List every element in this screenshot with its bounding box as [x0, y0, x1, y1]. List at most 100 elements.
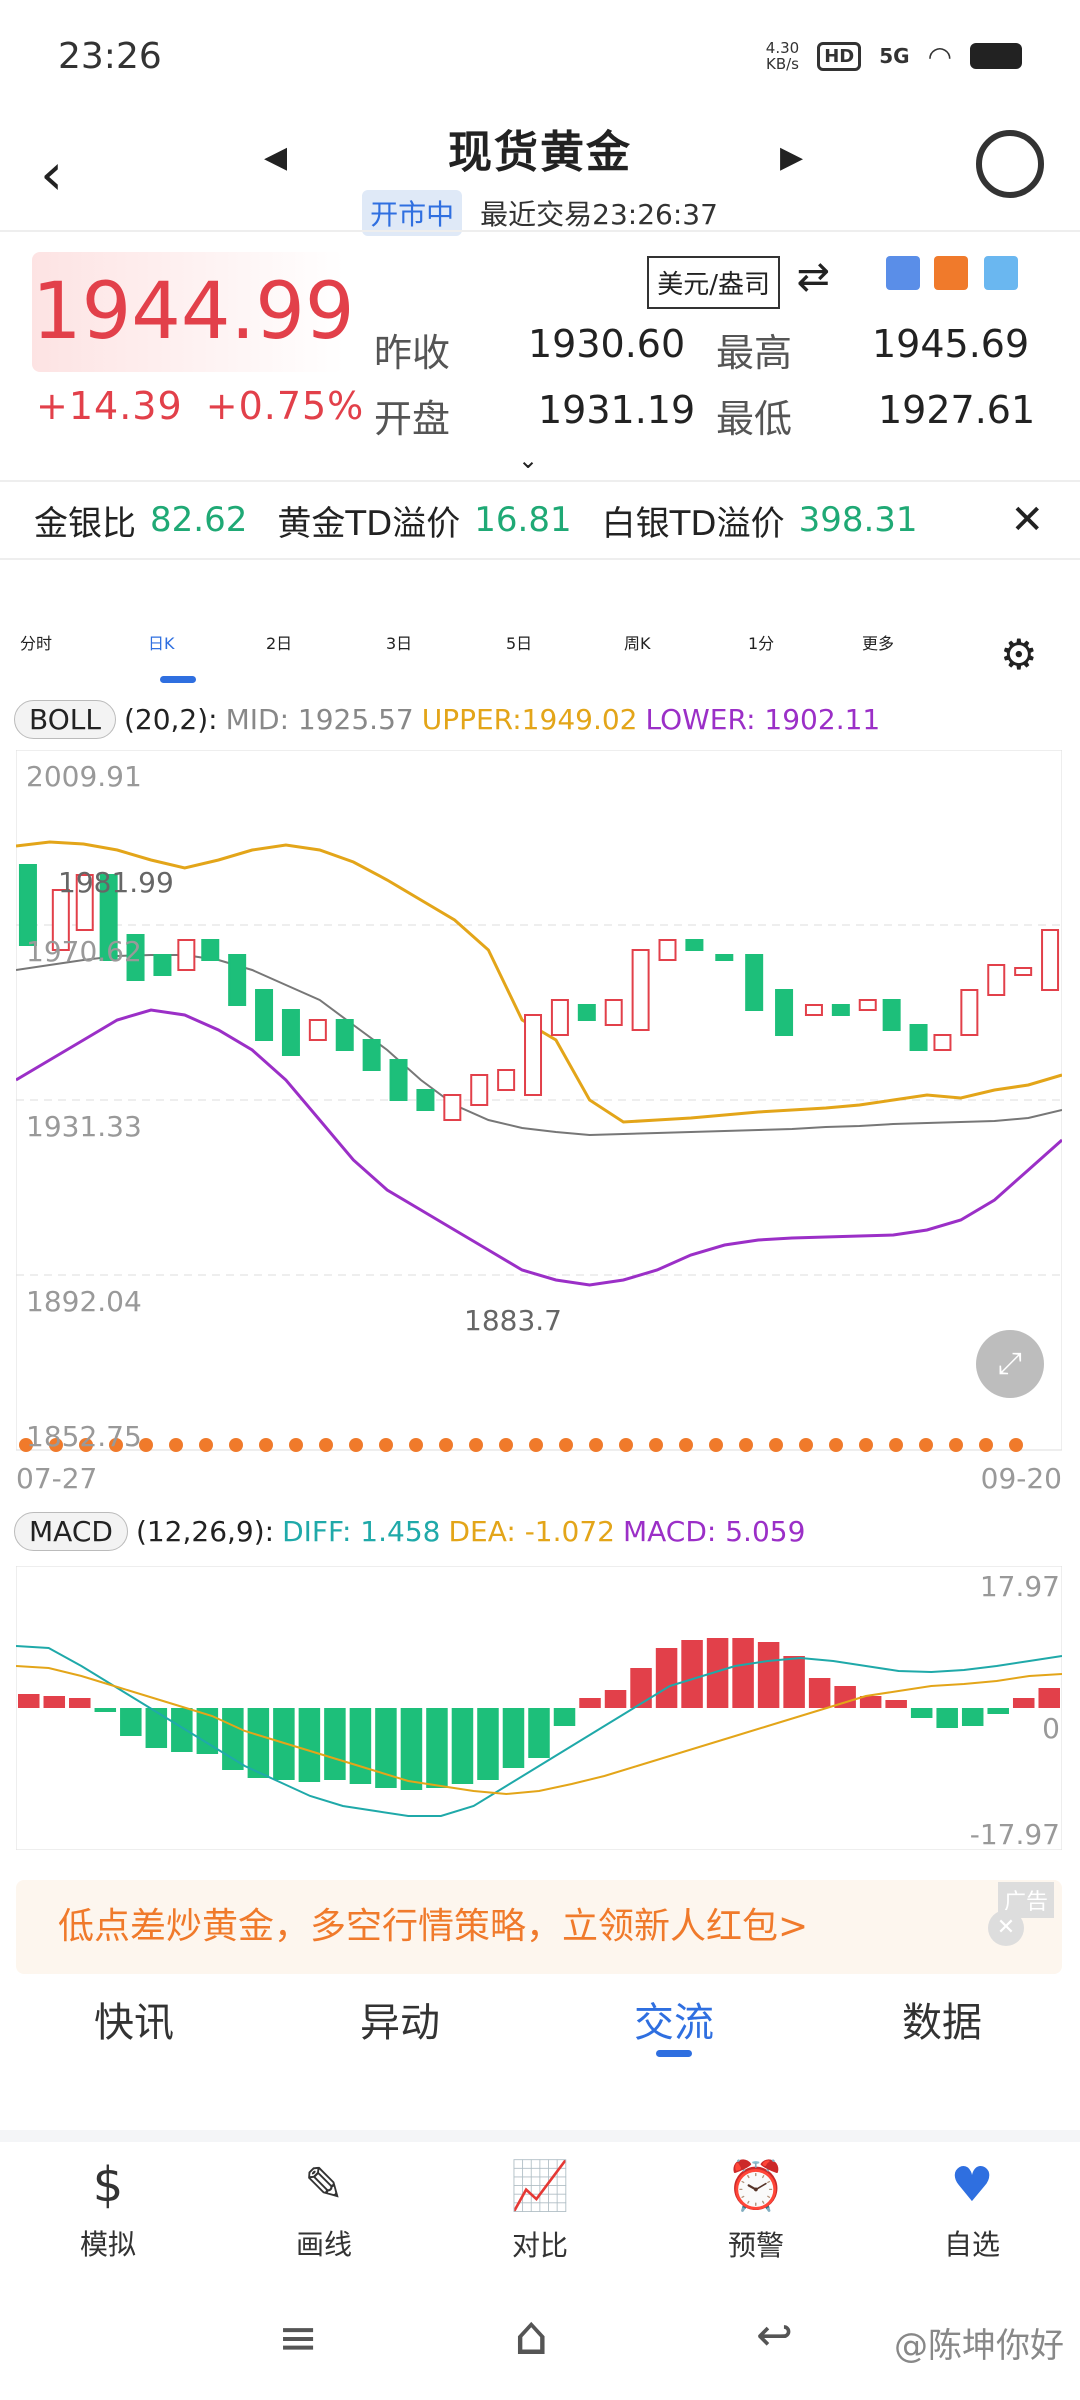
nav-watchlist[interactable]: ♥ 自选	[943, 2157, 1000, 2261]
back-icon[interactable]: ‹	[40, 140, 64, 208]
hd-icon: HD	[817, 41, 862, 71]
prev-close-label: 昨收	[374, 331, 451, 375]
macd-chart[interactable]	[16, 1566, 1062, 1850]
prev-instrument-icon[interactable]: ◀	[264, 140, 288, 175]
tab-1min[interactable]: 1分	[748, 634, 775, 653]
candle	[577, 1004, 596, 1021]
macd-bar	[681, 1640, 703, 1708]
promo-banner[interactable]: 低点差炒黄金，多空行情策略，立领新人红包>	[16, 1880, 1062, 1974]
signal-dot	[619, 1438, 633, 1452]
page-title: 现货黄金	[448, 127, 632, 178]
watermark: @陈坤你好	[894, 2326, 1064, 2366]
macd-selector[interactable]: MACD	[14, 1512, 128, 1551]
tab-daily[interactable]: 日K	[148, 634, 175, 653]
candle	[177, 939, 196, 971]
banner-close-icon[interactable]: ✕	[988, 1910, 1024, 1946]
return-icon[interactable]: ↩	[756, 2310, 793, 2361]
signal-dot	[19, 1438, 33, 1452]
kline-chart[interactable]	[16, 750, 1062, 1470]
macd-bar	[222, 1708, 244, 1770]
nav-alarm[interactable]: ⏰ 预警	[726, 2157, 786, 2262]
system-nav-bar: ≡ ⌂ ↩ @陈坤你好	[0, 2290, 1080, 2400]
tab-news[interactable]: 快讯	[94, 2000, 174, 2046]
signal-dot	[679, 1438, 693, 1452]
candle	[775, 989, 794, 1036]
macd-bar	[1012, 1698, 1035, 1708]
tab-weekly[interactable]: 周K	[624, 634, 651, 653]
tab-community[interactable]: 交流	[634, 2000, 714, 2046]
macd-bar	[528, 1708, 550, 1758]
candle	[153, 954, 172, 976]
candle	[550, 999, 569, 1036]
pie-icon[interactable]	[984, 256, 1018, 290]
signal-dot	[499, 1438, 513, 1452]
candle	[604, 999, 623, 1026]
macd-bar	[94, 1708, 117, 1712]
macd-bar	[502, 1708, 525, 1768]
swap-icon[interactable]: ⇄	[796, 254, 830, 300]
period-tabs: 分时 日K 2日 3日 5日 周K 1分 更多 ⚙	[0, 590, 1080, 700]
refresh-icon[interactable]	[976, 130, 1044, 198]
close-icon[interactable]: ✕	[1010, 497, 1044, 543]
menu-icon[interactable]: ≡	[278, 2310, 319, 2366]
low-marker: 1883.7	[464, 1304, 562, 1337]
lighthouse-icon[interactable]	[934, 256, 968, 290]
high-marker: 1981.99	[58, 866, 174, 899]
status-time: 23:26	[58, 35, 162, 77]
macd-bar	[910, 1708, 933, 1718]
candle	[960, 989, 979, 1036]
signal-dot	[79, 1438, 93, 1452]
tab-minute[interactable]: 分时	[20, 634, 53, 653]
candle	[1014, 967, 1033, 976]
candle	[255, 989, 274, 1041]
candle	[443, 1094, 462, 1121]
dea-line	[16, 1665, 1062, 1796]
tab-alerts[interactable]: 异动	[360, 2000, 440, 2046]
nav-draw[interactable]: ✎ 画线	[295, 2157, 352, 2261]
macd-legend: MACD (12,26,9): DIFF: 1.458 DEA: -1.072 …	[14, 1512, 805, 1551]
calc-icon[interactable]	[886, 256, 920, 290]
candle	[685, 939, 704, 951]
status-icons: 4.30 KB/s HD 5G ◠	[766, 40, 1022, 73]
home-icon[interactable]: ⌂	[514, 2304, 549, 2367]
signal-dot	[109, 1438, 123, 1452]
macd-bar	[426, 1708, 448, 1788]
settings-icon[interactable]: ⚙	[1000, 630, 1038, 679]
macd-bar	[987, 1708, 1009, 1714]
high-value: 1945.69	[872, 322, 1030, 366]
tab-3day[interactable]: 3日	[386, 634, 413, 653]
candle	[987, 964, 1006, 996]
macd-bar	[171, 1708, 193, 1752]
boll-selector[interactable]: BOLL	[14, 700, 116, 739]
signal-dot	[739, 1438, 753, 1452]
boll-legend: BOLL (20,2): MID: 1925.57 UPPER:1949.02 …	[14, 700, 880, 739]
candle	[715, 954, 734, 961]
divider	[0, 2130, 1080, 2142]
signal-dot	[889, 1438, 903, 1452]
tab-2day[interactable]: 2日	[266, 634, 293, 653]
macd-bar	[69, 1698, 91, 1708]
next-instrument-icon[interactable]: ▶	[780, 140, 804, 175]
ratio-item: 白银TD溢价 398.31	[601, 500, 918, 544]
macd-bar	[834, 1686, 856, 1708]
y-tick: 1892.04	[26, 1285, 142, 1318]
nav-simulate[interactable]: $ 模拟	[79, 2157, 136, 2261]
candle	[99, 874, 118, 961]
candle	[362, 1039, 381, 1071]
quote-panel: 1944.99 +14.39 +0.75% 美元/盎司 ⇄ 昨收 1930.60…	[0, 230, 1080, 480]
macd-tick: -17.97	[969, 1818, 1060, 1851]
ratio-item: 金银比 82.62	[34, 500, 248, 544]
fullscreen-icon[interactable]: ⤢	[976, 1330, 1044, 1398]
nav-compare[interactable]: 📈 对比	[510, 2157, 570, 2262]
macd-bar	[961, 1708, 984, 1726]
expand-chevron-icon[interactable]: ⌄	[518, 446, 539, 474]
active-tab-indicator	[160, 676, 196, 683]
signal-dot	[799, 1438, 813, 1452]
macd-bar	[247, 1708, 270, 1778]
unit-label[interactable]: 美元/盎司	[647, 256, 780, 309]
signal-dot	[469, 1438, 483, 1452]
tab-5day[interactable]: 5日	[506, 634, 533, 653]
tab-more[interactable]: 更多	[862, 634, 895, 653]
ratio-bar: 金银比 82.62 黄金TD溢价 16.81 白银TD溢价 398.31 ✕	[0, 480, 1080, 560]
tab-data[interactable]: 数据	[902, 2000, 982, 2046]
